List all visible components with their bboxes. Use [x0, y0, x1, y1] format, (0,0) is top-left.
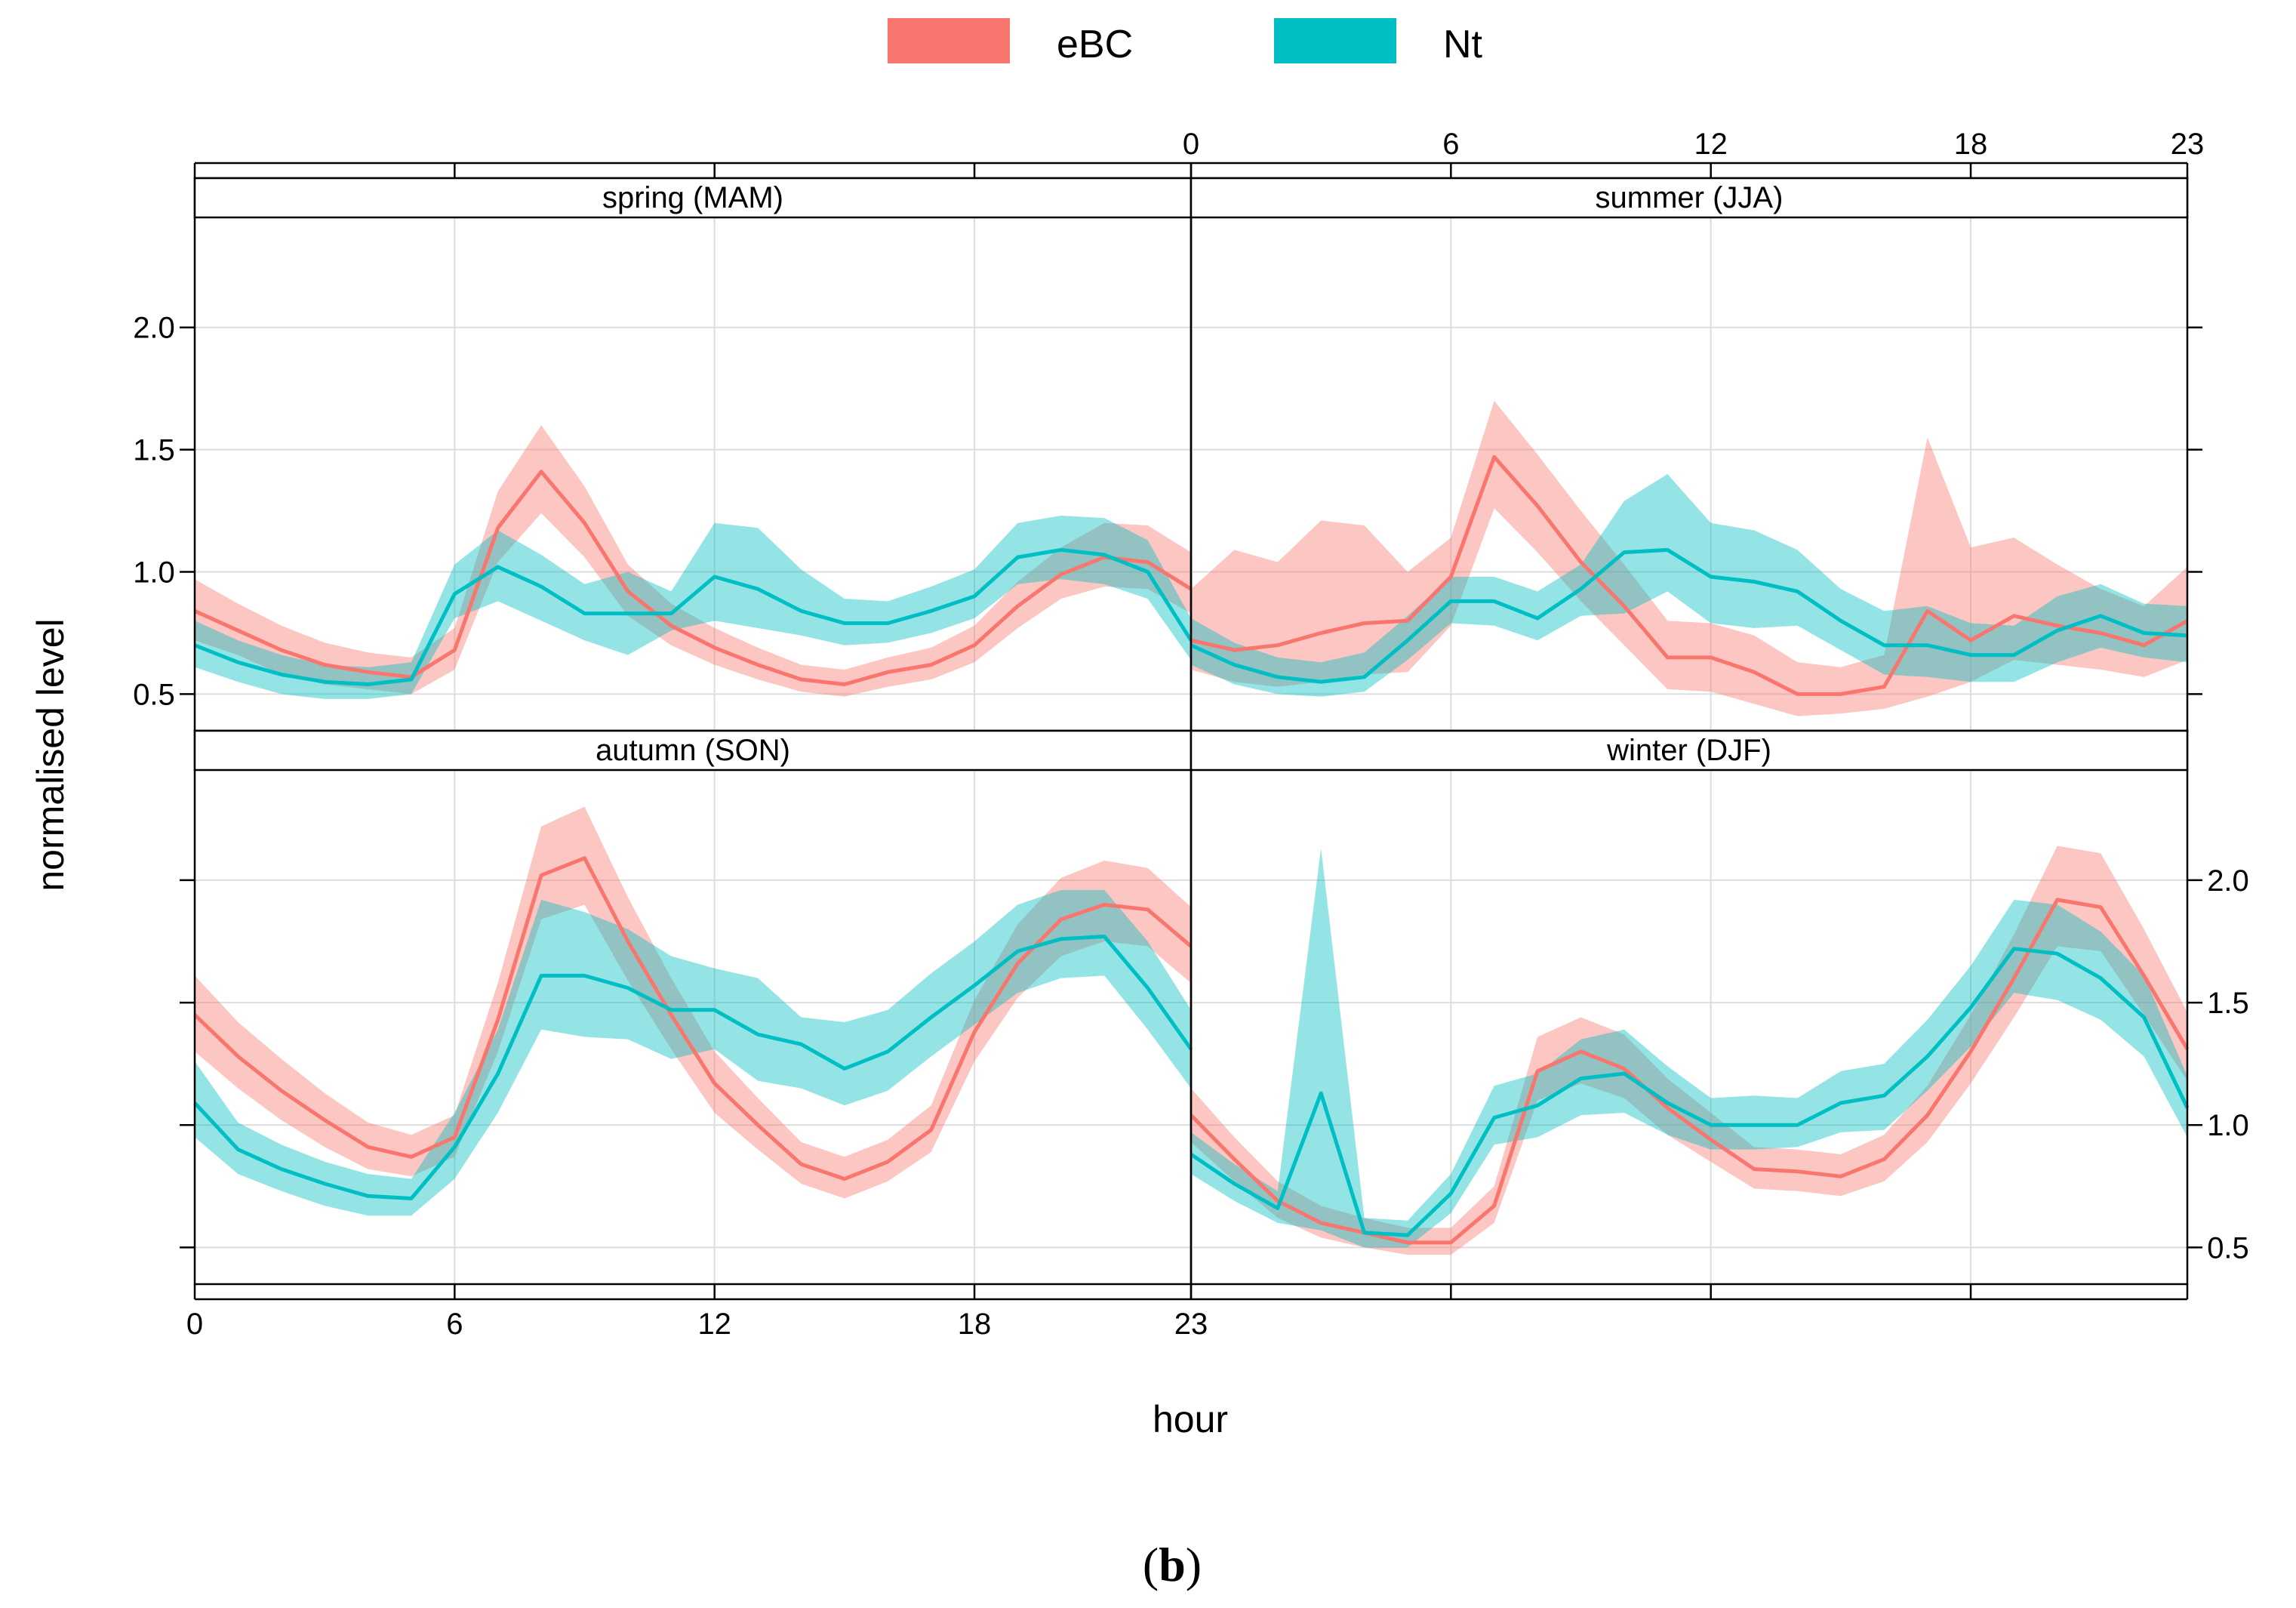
confidence-band-nt [1191, 848, 2187, 1248]
x-axis-title: hour [1153, 1398, 1228, 1440]
confidence-band-ebc [195, 425, 1191, 697]
y-tick-label: 2.0 [2207, 864, 2249, 898]
panel-lines [1190, 454, 2189, 696]
x-tick-label: 6 [1442, 128, 1459, 161]
caption-close-paren: ) [1186, 1538, 1202, 1591]
y-axis-title: normalised level [29, 618, 72, 891]
caption-open-paren: ( [1143, 1538, 1159, 1591]
y-tick-label: 0.5 [133, 678, 175, 711]
panel-lines [193, 856, 1193, 1200]
x-tick-label: 6 [446, 1308, 463, 1341]
panel-autumn: autumn (SON) [193, 729, 1193, 1286]
x-tick-label: 0 [186, 1308, 203, 1341]
x-tick-label: 0 [1183, 128, 1199, 161]
legend-swatch-ebc [888, 18, 1010, 63]
panel-strip [1190, 177, 2189, 219]
caption-letter: b [1159, 1538, 1186, 1591]
x-tick-label: 23 [2171, 128, 2205, 161]
panel-title: summer (JJA) [1596, 181, 1784, 214]
y-tick-label: 1.0 [2207, 1109, 2249, 1142]
x-tick-label: 23 [1174, 1308, 1208, 1341]
confidence-band-ebc [1191, 400, 2187, 716]
panel-strip [193, 177, 1193, 219]
mean-line-ebc [193, 856, 1193, 1181]
panel-bands [195, 806, 1191, 1216]
legend-label-ebc: eBC [1057, 23, 1133, 66]
legend-label-nt: Nt [1443, 23, 1483, 66]
legend: eBC Nt [888, 18, 1483, 66]
panel-title: autumn (SON) [596, 734, 790, 767]
panel-spring: spring (MAM) [193, 177, 1193, 732]
panel-strip [1190, 729, 2189, 772]
panel-winter: winter (DJF) [1190, 729, 2190, 1286]
mean-line-ebc [1190, 898, 2190, 1245]
figure-caption: (b) [1143, 1538, 1202, 1591]
mean-line-ebc [1190, 454, 2189, 696]
legend-swatch-nt [1274, 18, 1396, 63]
x-tick-label: 12 [697, 1308, 731, 1341]
y-tick-label: 1.5 [133, 434, 175, 467]
panel-summer: summer (JJA) [1190, 177, 2189, 732]
x-tick-label: 12 [1694, 128, 1728, 161]
panels: spring (MAM) summer (JJA) autumn (SON) w… [193, 177, 2190, 1286]
panel-title: winter (DJF) [1606, 734, 1771, 767]
x-tick-label: 18 [1954, 128, 1988, 161]
panel-bands [1191, 846, 2187, 1255]
confidence-band-nt [1191, 474, 2187, 697]
panel-lines [1190, 898, 2190, 1245]
confidence-band-nt [195, 889, 1191, 1216]
axes: 0 6 12 18 23 0 6 12 18 23 0.5 1.0 1.5 2.0 0.5 1.0 1.5 2.0 [133, 128, 2249, 1341]
y-tick-label: 1.0 [133, 556, 175, 590]
panel-title: spring (MAM) [602, 181, 783, 214]
mean-line-nt [194, 547, 1193, 686]
confidence-band-ebc [1191, 846, 2187, 1255]
y-tick-label: 2.0 [133, 312, 175, 345]
panel-bands [195, 425, 1191, 699]
panel-bands [1191, 400, 2187, 716]
mean-line-nt [1190, 947, 2190, 1237]
y-tick-label: 1.5 [2207, 987, 2249, 1020]
mean-line-nt [193, 935, 1193, 1200]
confidence-band-ebc [195, 806, 1191, 1199]
panel-strip [193, 729, 1193, 772]
panel-lines [193, 470, 1193, 686]
mean-line-nt [1190, 547, 2188, 684]
mean-line-ebc [193, 470, 1193, 686]
confidence-band-nt [195, 516, 1191, 699]
x-tick-label: 18 [958, 1308, 992, 1341]
y-tick-label: 0.5 [2207, 1231, 2249, 1265]
